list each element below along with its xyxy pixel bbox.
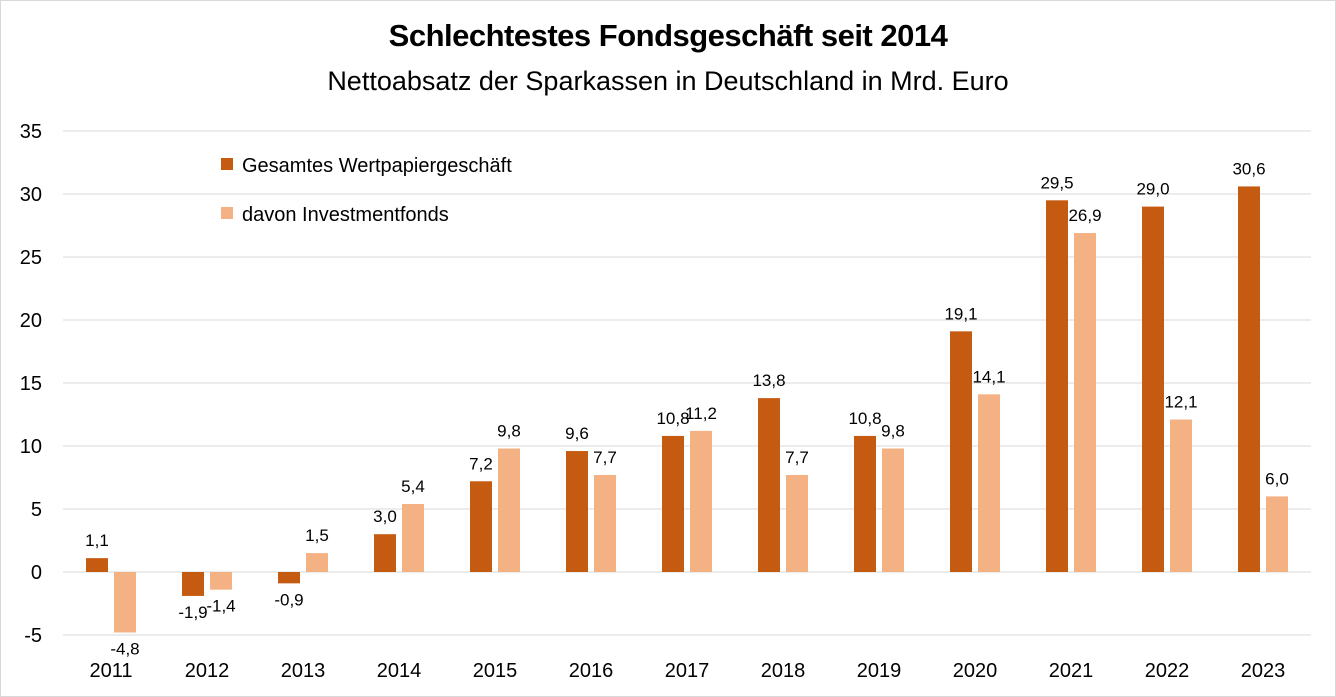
- data-label: 7,7: [593, 448, 617, 467]
- x-tick-label: 2013: [281, 660, 326, 682]
- data-label: 29,5: [1040, 173, 1073, 192]
- bar-wertpapiergeschaeft-2019: [854, 435, 876, 572]
- data-labels: 1,1-4,8-1,9-1,4 -0,91,53,05,47,29,8 9,67,7…: [85, 159, 1289, 658]
- data-label: 26,9: [1068, 206, 1101, 225]
- data-label: 11,2: [685, 404, 717, 423]
- x-tick-label: 2020: [953, 660, 998, 682]
- bar-investmentfonds-2020: [978, 394, 1000, 572]
- y-tick-label: 30: [20, 184, 42, 206]
- bar-wertpapiergeschaeft-2014: [374, 534, 396, 572]
- data-label: 3,0: [373, 507, 397, 526]
- bar-investmentfonds-2023: [1266, 496, 1288, 572]
- bar-wertpapiergeschaeft-2012: [182, 572, 204, 596]
- data-label: 7,2: [469, 454, 493, 473]
- bar-wertpapiergeschaeft-2018: [758, 398, 780, 572]
- bar-investmentfonds-2016: [594, 474, 616, 572]
- data-label: 10,8: [848, 409, 881, 428]
- data-label: 12,1: [1164, 393, 1197, 412]
- data-label: 9,8: [881, 422, 905, 441]
- y-axis: -5 0 5 10 15 20 25 30 35: [20, 121, 42, 647]
- data-label: 19,1: [944, 304, 977, 323]
- legend-label: Gesamtes Wertpapiergeschäft: [242, 155, 512, 177]
- legend-label: davon Investmentfonds: [242, 204, 449, 226]
- x-tick-label: 2012: [185, 660, 230, 682]
- y-tick-label: 15: [20, 373, 42, 395]
- bar-wertpapiergeschaeft-2013: [278, 572, 300, 584]
- data-label: 29,0: [1136, 180, 1169, 199]
- data-label: 5,4: [401, 477, 425, 496]
- data-label: 9,6: [565, 424, 589, 443]
- data-label: 13,8: [752, 371, 785, 390]
- data-label: 10,8: [656, 409, 689, 428]
- bar-investmentfonds-2013: [306, 553, 328, 572]
- bar-investmentfonds-2021: [1074, 233, 1096, 572]
- bar-wertpapiergeschaeft-2016: [566, 451, 588, 572]
- y-tick-label: 0: [31, 562, 42, 584]
- x-tick-label: 2018: [761, 660, 806, 682]
- x-tick-label: 2011: [89, 660, 132, 682]
- data-label: 1,1: [85, 531, 109, 550]
- x-tick-label: 2015: [473, 660, 518, 682]
- x-tick-label: 2022: [1145, 660, 1190, 682]
- data-label: -4,8: [110, 639, 139, 658]
- bar-wertpapiergeschaeft-2023: [1238, 186, 1260, 572]
- legend-swatch: [221, 158, 233, 170]
- gridlines: [63, 130, 1311, 636]
- bars: [86, 186, 1288, 633]
- data-label: 9,8: [497, 422, 521, 441]
- x-tick-label: 2021: [1049, 660, 1094, 682]
- bar-investmentfonds-2012: [210, 572, 232, 590]
- data-label: -0,9: [274, 590, 303, 609]
- bar-wertpapiergeschaeft-2021: [1046, 200, 1068, 573]
- bar-investmentfonds-2022: [1170, 419, 1192, 572]
- bar-wertpapiergeschaeft-2011: [86, 558, 108, 572]
- legend: Gesamtes Wertpapiergeschäft davon Investm…: [221, 155, 512, 226]
- x-tick-label: 2017: [665, 660, 710, 682]
- data-label: 1,5: [305, 526, 329, 545]
- legend-swatch: [221, 207, 233, 219]
- y-tick-label: -5: [24, 625, 42, 647]
- bar-wertpapiergeschaeft-2020: [950, 331, 972, 572]
- data-label: 30,6: [1232, 159, 1265, 178]
- data-label: -1,9: [178, 603, 207, 622]
- chart-title: Schlechtestes Fondsgeschäft seit 2014: [388, 18, 948, 53]
- bar-investmentfonds-2017: [690, 430, 712, 572]
- data-label: -1,4: [206, 597, 235, 616]
- y-tick-label: 25: [20, 247, 42, 269]
- x-tick-label: 2023: [1241, 660, 1286, 682]
- x-tick-label: 2019: [857, 660, 902, 682]
- y-tick-label: 20: [20, 310, 42, 332]
- y-tick-label: 35: [20, 121, 42, 143]
- y-tick-label: 5: [31, 499, 42, 521]
- x-axis: 2011 2012 2013 2014 2015 2016 2017 2018 2019 2020…: [89, 660, 1285, 682]
- bar-investmentfonds-2011: [114, 572, 136, 633]
- bar-investmentfonds-2018: [786, 474, 808, 572]
- chart-subtitle: Nettoabsatz der Sparkassen in Deutschlan…: [327, 66, 1009, 96]
- y-tick-label: 10: [20, 436, 42, 458]
- x-tick-label: 2016: [569, 660, 614, 682]
- bar-wertpapiergeschaeft-2022: [1142, 206, 1164, 572]
- bar-wertpapiergeschaeft-2015: [470, 481, 492, 572]
- data-label: 14,1: [972, 367, 1005, 386]
- bar-wertpapiergeschaeft-2017: [662, 435, 684, 572]
- data-label: 6,0: [1265, 469, 1289, 488]
- x-tick-label: 2014: [377, 660, 422, 682]
- data-label: 7,7: [785, 448, 809, 467]
- bar-investmentfonds-2019: [882, 448, 904, 572]
- bar-investmentfonds-2014: [402, 503, 424, 572]
- bar-investmentfonds-2015: [498, 448, 520, 572]
